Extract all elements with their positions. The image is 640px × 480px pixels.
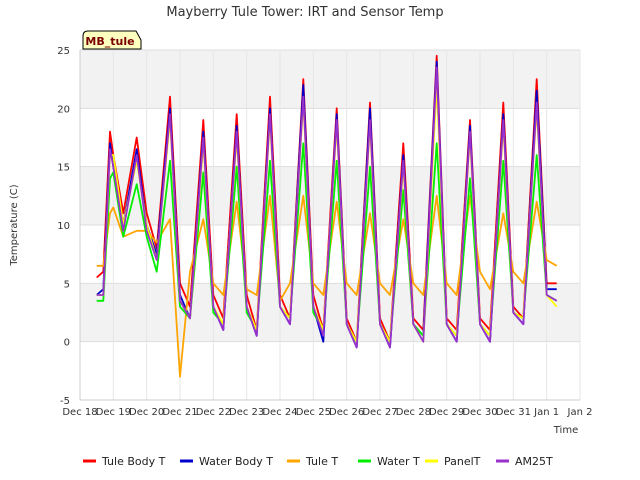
legend-item-2: Tule T	[287, 455, 338, 468]
legend-label: Water T	[377, 455, 420, 468]
y-tick-label: 25	[57, 46, 70, 57]
legend-label: PanelT	[444, 455, 481, 468]
x-tick-label: Dec 28	[396, 407, 431, 418]
x-tick-label: Dec 30	[462, 407, 497, 418]
plot-band	[80, 50, 580, 109]
x-tick-label: Jan 2	[567, 407, 593, 418]
y-tick-label: 0	[64, 338, 70, 349]
y-tick-label: -5	[60, 396, 70, 407]
x-tick-label: Dec 23	[229, 407, 264, 418]
badge-label: MB_tule	[85, 35, 134, 48]
x-tick-label: Dec 22	[196, 407, 231, 418]
x-axis-label: Time	[553, 425, 578, 436]
y-tick-label: 15	[57, 163, 70, 174]
legend-item-5: AM25T	[496, 455, 553, 468]
legend-label: Water Body T	[199, 455, 273, 468]
x-tick-label: Dec 31	[496, 407, 531, 418]
series-line-5	[96, 66, 558, 349]
y-tick-label: 5	[64, 279, 70, 290]
y-tick-label: 10	[57, 221, 70, 232]
legend-item-1: Water Body T	[180, 455, 273, 468]
chart-title: Mayberry Tule Tower: IRT and Sensor Temp	[166, 5, 443, 20]
x-tick-label: Dec 27	[362, 407, 397, 418]
x-tick-label: Dec 20	[129, 407, 164, 418]
badge: MB_tule	[82, 30, 142, 50]
x-tick-label: Dec 29	[429, 407, 464, 418]
y-tick-label: 20	[57, 104, 70, 115]
series-layer	[96, 54, 558, 378]
x-tick-label: Dec 26	[329, 407, 364, 418]
x-tick-label: Dec 24	[262, 407, 297, 418]
x-tick-label: Dec 19	[96, 407, 131, 418]
x-tick-label: Dec 25	[296, 407, 331, 418]
x-tick-label: Dec 18	[62, 407, 97, 418]
legend-item-4: PanelT	[425, 455, 481, 468]
legend-item-0: Tule Body T	[83, 455, 166, 468]
legend: Tule Body T Water Body T Tule T Water T Pane…	[83, 455, 553, 468]
plot-band	[80, 283, 580, 342]
y-axis-label: Temperature (C)	[9, 184, 20, 266]
x-tick-label: Dec 21	[162, 407, 197, 418]
legend-label: Tule T	[305, 455, 338, 468]
x-tick-label: Jan 1	[533, 407, 559, 418]
legend-label: Tule Body T	[101, 455, 166, 468]
legend-label: AM25T	[515, 455, 553, 468]
badge-box	[82, 30, 142, 50]
legend-item-3: Water T	[358, 455, 420, 468]
